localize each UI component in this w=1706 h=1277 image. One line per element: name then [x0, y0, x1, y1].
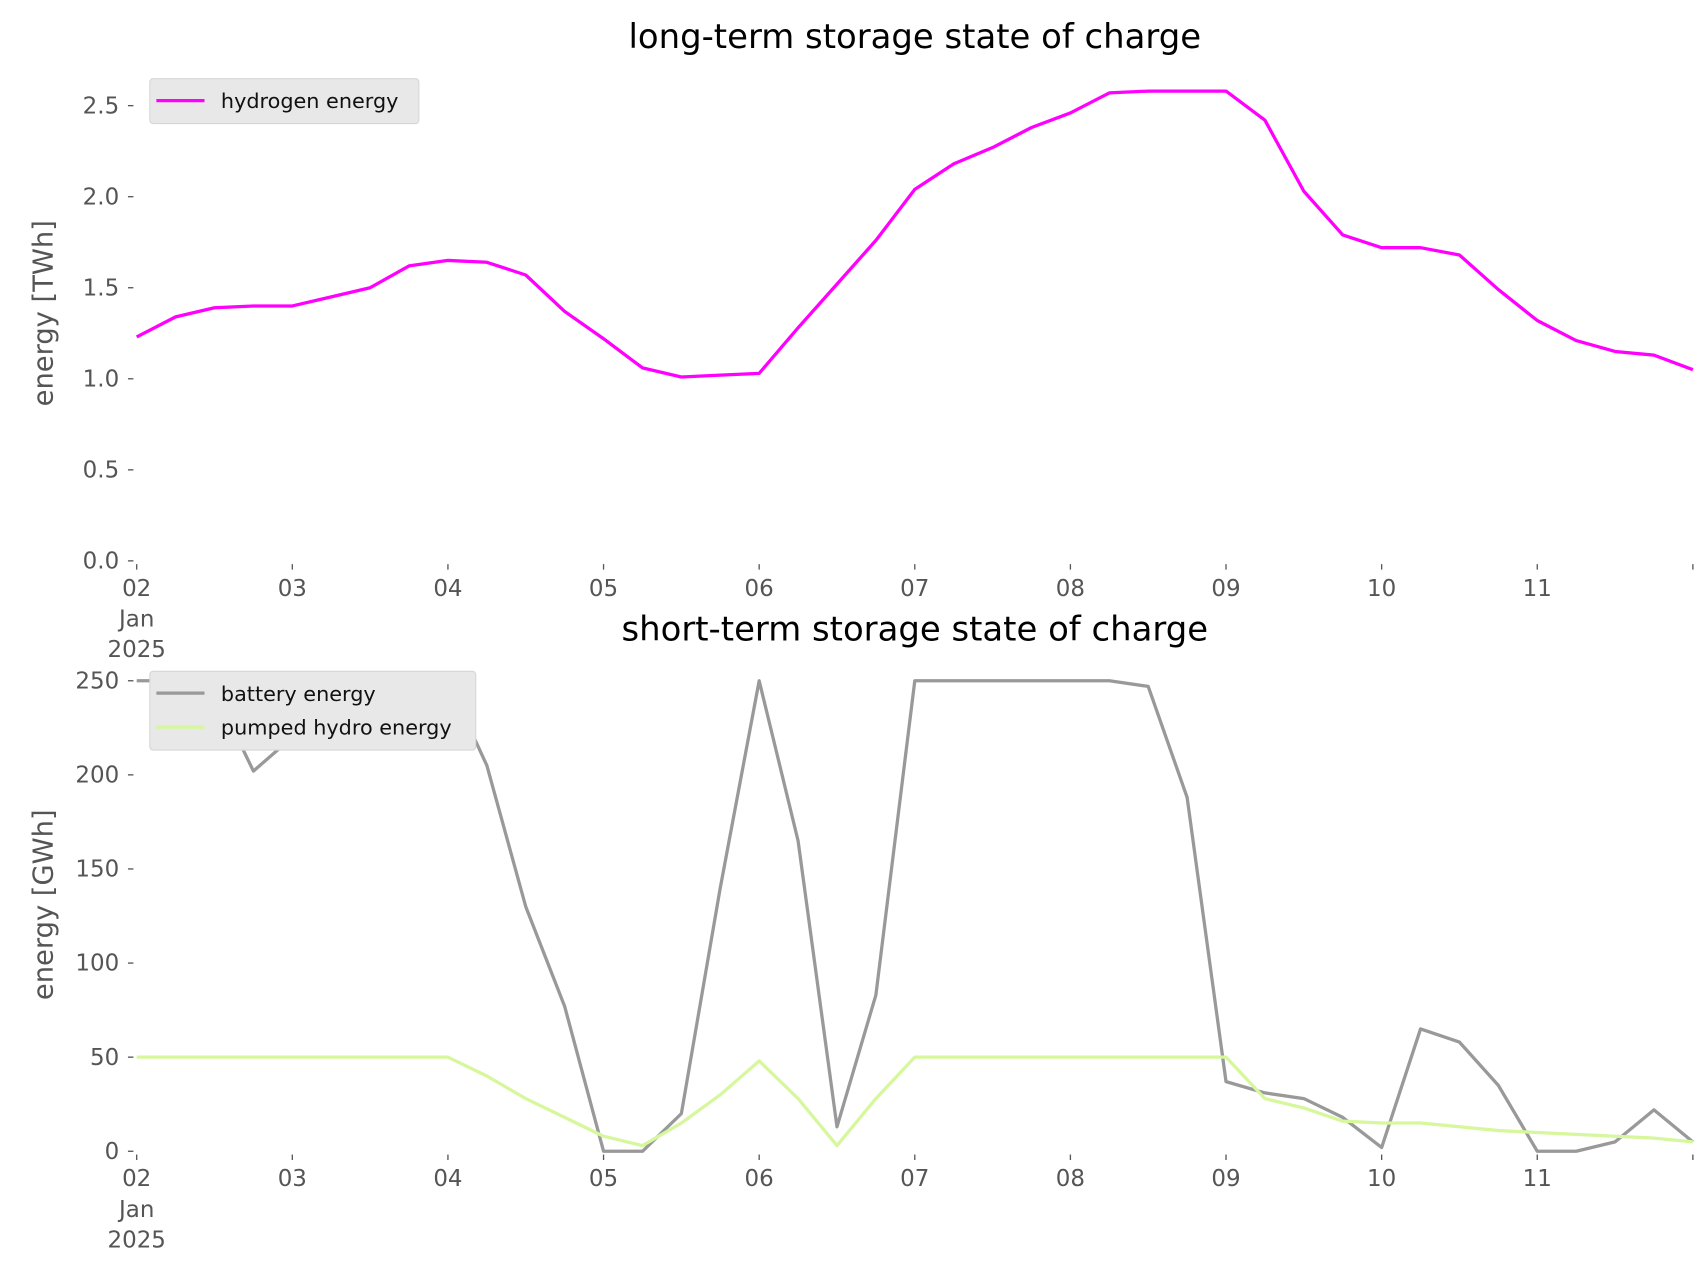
x-tick-label: 03 — [278, 1166, 307, 1192]
x-tick-label: 02 Jan 2025 — [107, 576, 165, 663]
x-tick-label: 10 — [1367, 1166, 1396, 1192]
x-tick-label: 10 — [1367, 576, 1396, 602]
x-tick-label: 11 — [1523, 1166, 1552, 1192]
legend: battery energy pumped hydro energy — [149, 670, 477, 751]
y-tick-label: 150 — [75, 857, 119, 883]
x-tick-label: 05 — [589, 576, 618, 602]
x-tick-label: 07 — [900, 1166, 929, 1192]
x-tick-label: 06 — [745, 1166, 774, 1192]
legend-label: hydrogen energy — [221, 89, 399, 113]
y-tick-label: 100 — [75, 951, 119, 977]
legend-box — [149, 670, 477, 751]
legend-label: pumped hydro energy — [221, 716, 452, 740]
x-tick-label: 02 Jan 2025 — [107, 1166, 165, 1253]
x-tick-label: 08 — [1056, 1166, 1085, 1192]
line-series — [135, 89, 1694, 379]
x-tick-label: 09 — [1211, 1166, 1240, 1192]
y-tick-label: 250 — [75, 668, 119, 694]
line-series — [136, 1055, 1694, 1148]
x-tick-label: 05 — [589, 1166, 618, 1192]
x-tick-label: 08 — [1056, 576, 1085, 602]
x-tick-label: 03 — [278, 576, 307, 602]
chart-title: short-term storage state of charge — [622, 610, 1209, 649]
y-tick-label: 1.0 — [83, 366, 120, 392]
y-tick-label: 1.5 — [83, 275, 120, 301]
legend-box — [149, 78, 420, 125]
legend-label: battery energy — [221, 682, 376, 706]
x-tick-label: 07 — [900, 576, 929, 602]
legend: hydrogen energy — [149, 78, 420, 125]
y-tick-label: 50 — [90, 1045, 119, 1071]
y-tick-label: 0.0 — [83, 549, 120, 575]
y-tick-label: 2.5 — [83, 93, 120, 119]
line-series — [136, 679, 1694, 1153]
y-axis-label: energy [GWh] — [28, 809, 59, 1000]
x-tick-label: 04 — [433, 1166, 462, 1192]
chart-title: long-term storage state of charge — [628, 17, 1201, 56]
x-tick-label: 11 — [1523, 576, 1552, 602]
y-tick-label: 2.0 — [83, 184, 120, 210]
y-tick-label: 200 — [75, 763, 119, 789]
x-tick-label: 04 — [433, 576, 462, 602]
y-tick-label: 0.5 — [83, 457, 120, 483]
x-tick-label: 09 — [1211, 576, 1240, 602]
x-tick-label: 06 — [745, 576, 774, 602]
y-tick-label: 0 — [105, 1139, 120, 1165]
y-axis-label: energy [TWh] — [28, 220, 59, 406]
